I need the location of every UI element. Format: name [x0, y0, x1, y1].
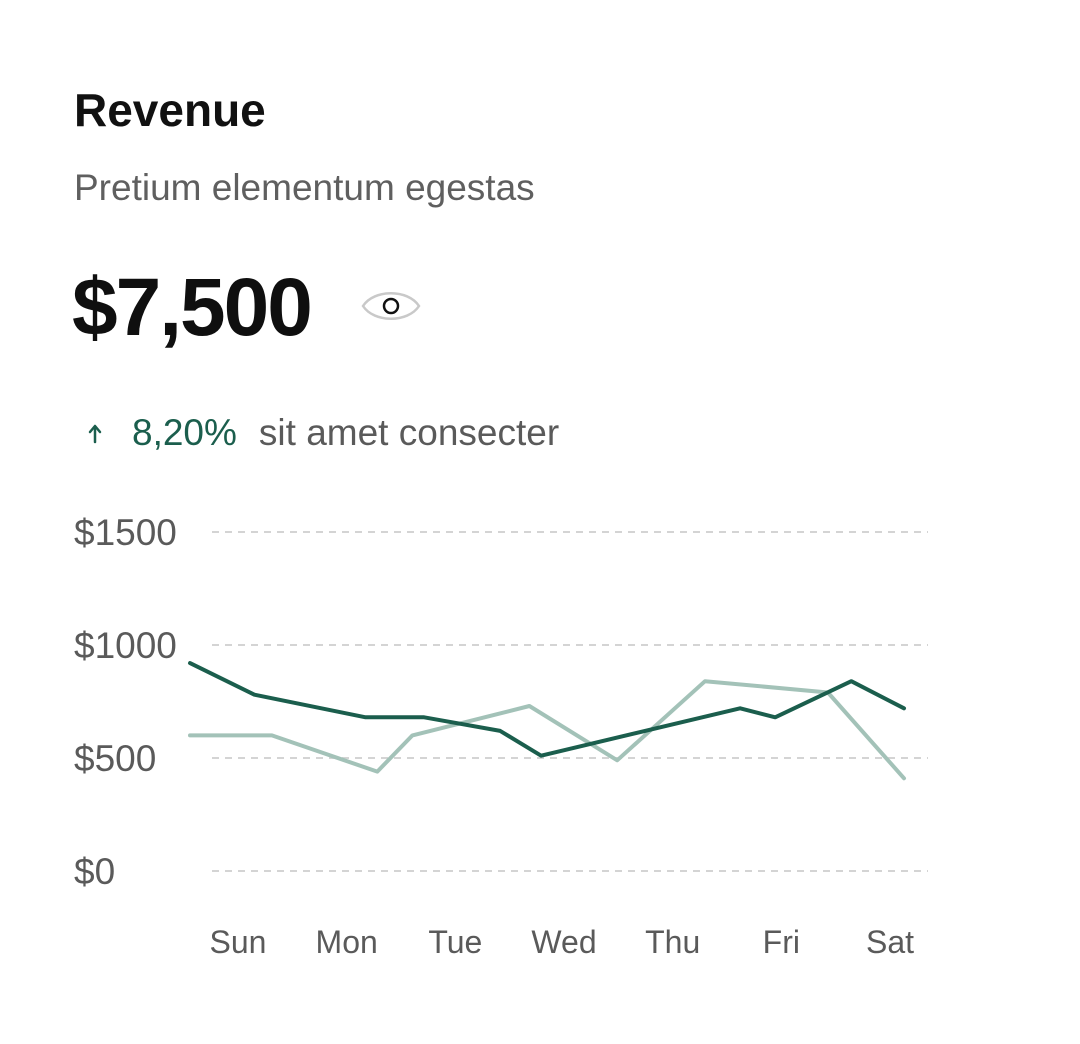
x-tick-label: Tue [428, 924, 482, 960]
y-tick-label: $500 [74, 738, 156, 779]
card-subtitle: Pretium elementum egestas [74, 167, 535, 208]
trend-description: sit amet consecter [258, 412, 560, 453]
x-tick-label: Wed [531, 924, 596, 960]
eye-icon[interactable] [360, 283, 422, 329]
series-line-secondary [188, 679, 906, 781]
x-tick-label: Sat [866, 924, 914, 960]
x-tick-label: Mon [316, 924, 378, 960]
y-tick-label: $1500 [74, 512, 177, 553]
trend-row: 8,20% sit amet consecter [80, 410, 559, 456]
x-tick-label: Thu [645, 924, 700, 960]
y-tick-label: $0 [74, 851, 115, 892]
x-tick-label: Sun [210, 924, 267, 960]
y-tick-label: $1000 [74, 625, 177, 666]
trend-percentage: 8,20% [132, 412, 237, 453]
series-line-primary [188, 661, 906, 758]
arrow-up-icon [88, 424, 102, 444]
x-tick-label: Fri [763, 924, 800, 960]
card-title: Revenue [74, 84, 266, 136]
revenue-amount: $7,500 [72, 262, 313, 353]
